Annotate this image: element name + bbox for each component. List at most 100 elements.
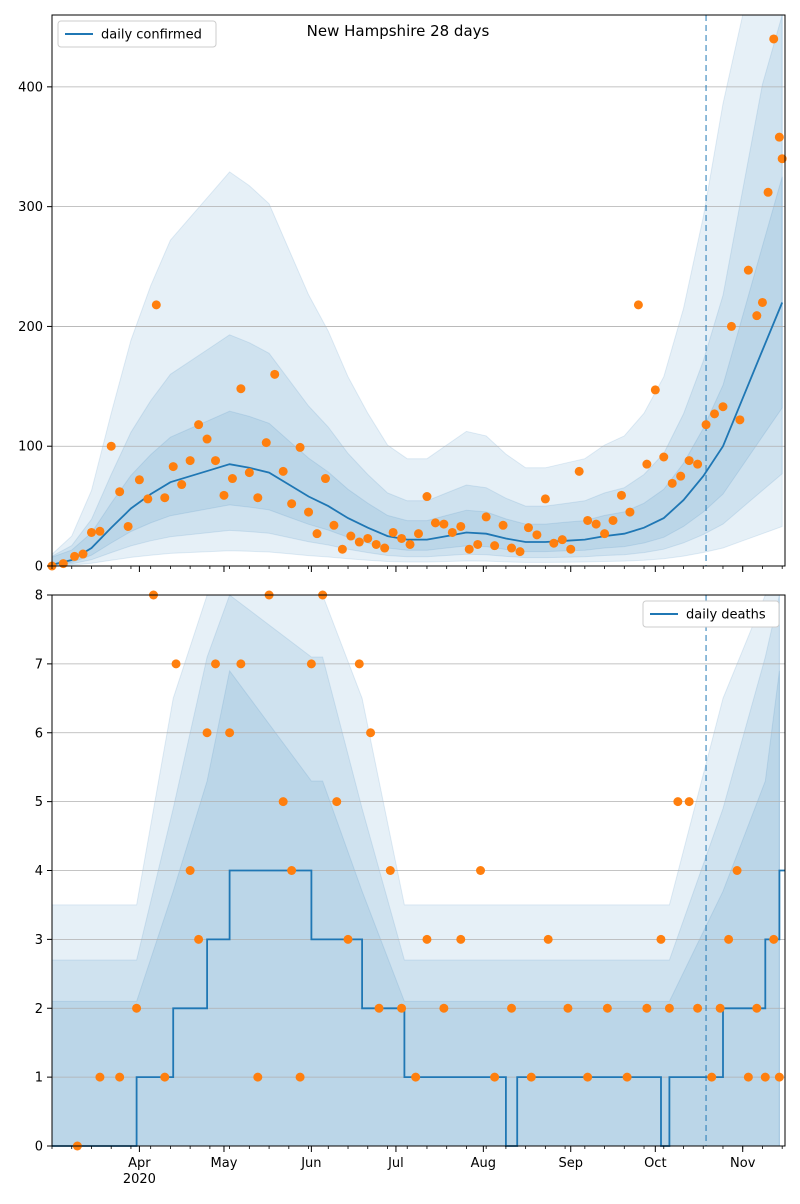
scatter-point: [380, 543, 390, 553]
x-tick-label: Jul: [387, 1156, 404, 1171]
scatter-point: [363, 533, 373, 543]
scatter-point: [106, 441, 116, 451]
scatter-point: [642, 459, 652, 469]
scatter-point: [763, 187, 773, 197]
scatter-point: [211, 456, 221, 466]
scatter-point: [540, 494, 550, 504]
scatter-point: [693, 1003, 703, 1013]
y-tick-label: 0: [35, 1140, 43, 1155]
scatter-point: [295, 1072, 305, 1082]
scatter-point: [287, 866, 297, 875]
scatter-point: [616, 490, 626, 500]
x-tick-label: Jun: [300, 1156, 321, 1171]
scatter-point: [769, 34, 779, 44]
scatter-point: [397, 533, 407, 543]
scatter-point: [526, 1072, 536, 1082]
scatter-point: [312, 529, 322, 539]
scatter-point: [622, 1072, 632, 1082]
scatter-point: [490, 541, 500, 551]
scatter-point: [523, 523, 533, 533]
y-tick-label: 4: [35, 864, 43, 879]
scatter-point: [625, 507, 635, 517]
scatter-point: [608, 515, 618, 525]
scatter-point: [707, 1072, 717, 1082]
scatter-point: [78, 549, 88, 559]
scatter-point: [650, 385, 660, 395]
scatter-point: [757, 297, 767, 307]
scatter-point: [354, 537, 364, 547]
x-tick-sublabel: 2020: [123, 1172, 156, 1187]
uncertainty-band: [51, 14, 783, 567]
scatter-point: [70, 551, 80, 561]
scatter-point: [476, 866, 486, 875]
scatter-point: [430, 518, 440, 528]
scatter-point: [752, 1003, 762, 1013]
scatter-point: [659, 452, 669, 462]
scatter-point: [371, 539, 381, 549]
scatter-point: [354, 659, 364, 669]
scatter-point: [329, 520, 339, 530]
scatter-point: [123, 521, 133, 531]
scatter-point: [456, 521, 466, 531]
y-tick-label: 6: [35, 726, 43, 741]
scatter-point: [715, 1003, 725, 1013]
scatter-point: [532, 530, 542, 540]
scatter-point: [422, 492, 432, 502]
scatter-point: [633, 300, 643, 310]
series-line: [51, 302, 784, 566]
x-tick-label: May: [211, 1156, 238, 1171]
scatter-point: [343, 934, 353, 944]
y-tick-label: 100: [18, 440, 43, 455]
scatter-point: [507, 1003, 517, 1013]
scatter-point: [236, 384, 246, 394]
scatter-point: [278, 797, 288, 807]
scatter-point: [253, 493, 263, 503]
scatter-point: [481, 512, 491, 522]
scatter-point: [456, 934, 466, 944]
scatter-point: [225, 728, 235, 738]
scatter-point: [304, 507, 314, 517]
confirmed-y-ticks: 0 100 200 300 400: [18, 80, 52, 575]
scatter-point: [168, 462, 178, 472]
scatter-point: [86, 527, 96, 537]
scatter-point: [95, 1072, 105, 1082]
scatter-point: [411, 1072, 421, 1082]
scatter-point: [194, 420, 204, 430]
y-tick-label: 300: [18, 200, 43, 215]
scatter-point: [439, 1003, 449, 1013]
scatter-point: [397, 1003, 407, 1013]
x-tick-label: Aug: [471, 1156, 496, 1171]
scatter-point: [684, 797, 694, 807]
scatter-point: [219, 490, 229, 500]
scatter-point: [574, 466, 584, 476]
confirmed-series: [47, 34, 787, 571]
scatter-point: [447, 527, 457, 537]
uncertainty-band: [51, 176, 783, 566]
scatter-point: [656, 934, 666, 944]
scatter-point: [332, 797, 342, 807]
confirmed-legend-label: daily confirmed: [101, 28, 202, 43]
scatter-point: [227, 474, 237, 484]
scatter-point: [366, 728, 376, 738]
scatter-point: [591, 519, 601, 529]
scatter-point: [422, 934, 432, 944]
confirmed-chart: 0 100 200 300 400 New Hampshire 28 days dail…: [18, 14, 787, 575]
y-tick-label: 8: [35, 589, 43, 604]
scatter-point: [58, 559, 68, 569]
scatter-point: [320, 474, 330, 484]
scatter-point: [473, 539, 483, 549]
scatter-point: [557, 535, 567, 545]
y-tick-label: 3: [35, 933, 43, 948]
scatter-point: [202, 728, 212, 738]
scatter-point: [760, 1072, 770, 1082]
scatter-point: [95, 526, 105, 536]
scatter-point: [774, 132, 784, 142]
scatter-point: [160, 1072, 170, 1082]
scatter-point: [439, 519, 449, 529]
scatter-point: [726, 321, 736, 331]
y-tick-label: 400: [18, 80, 43, 95]
scatter-point: [676, 471, 686, 481]
scatter-point: [236, 659, 246, 669]
scatter-point: [664, 1003, 674, 1013]
scatter-point: [464, 544, 474, 554]
